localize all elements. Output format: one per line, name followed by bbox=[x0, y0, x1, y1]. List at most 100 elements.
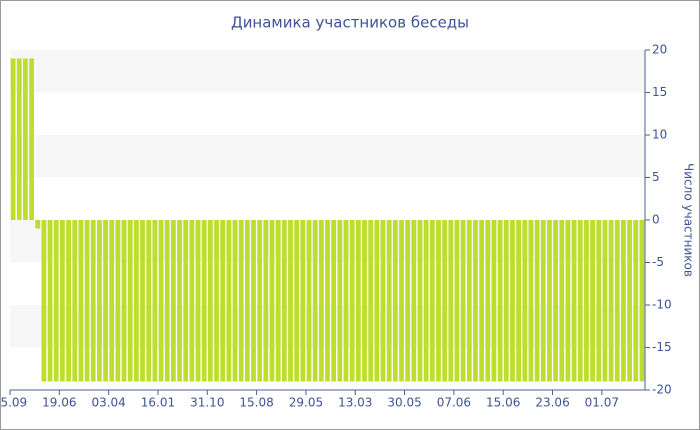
y-axis-label: Число участников bbox=[682, 163, 696, 277]
bar bbox=[47, 220, 53, 382]
bar bbox=[466, 220, 472, 382]
x-tick-label: 19.06 bbox=[42, 396, 76, 410]
bar bbox=[633, 220, 639, 382]
bar bbox=[405, 220, 411, 382]
bar bbox=[331, 220, 337, 382]
y-tick-label: -10 bbox=[652, 298, 672, 312]
bar bbox=[288, 220, 293, 382]
bar bbox=[590, 220, 595, 382]
bar bbox=[423, 220, 429, 382]
x-tick-label: 23.06 bbox=[535, 396, 569, 410]
bar bbox=[201, 220, 207, 382]
bar bbox=[608, 220, 614, 382]
bar bbox=[442, 220, 448, 382]
bar bbox=[109, 220, 115, 382]
bar bbox=[386, 220, 392, 382]
bar bbox=[281, 220, 287, 382]
bar bbox=[53, 220, 59, 382]
bar bbox=[454, 220, 460, 382]
bar bbox=[528, 220, 534, 382]
bar bbox=[417, 220, 423, 382]
x-tick-label: 15.06 bbox=[486, 396, 520, 410]
bar bbox=[510, 220, 515, 382]
bar bbox=[553, 220, 558, 382]
bar bbox=[497, 220, 503, 382]
bar bbox=[349, 220, 355, 382]
bar bbox=[584, 220, 589, 382]
bar bbox=[639, 220, 645, 382]
bar bbox=[522, 220, 528, 382]
bar bbox=[503, 220, 509, 382]
bar bbox=[479, 220, 485, 382]
bar bbox=[411, 220, 417, 382]
bar bbox=[16, 58, 22, 220]
bar bbox=[78, 220, 84, 382]
bar bbox=[134, 220, 139, 382]
bar bbox=[343, 220, 349, 382]
bar bbox=[614, 220, 620, 382]
bar bbox=[448, 220, 454, 382]
x-tick-label: 16.01 bbox=[141, 396, 175, 410]
bar bbox=[540, 220, 546, 382]
bar bbox=[627, 220, 632, 382]
bar bbox=[97, 220, 102, 382]
bar bbox=[362, 220, 367, 382]
y-tick-label: 10 bbox=[652, 128, 667, 142]
bar bbox=[244, 220, 250, 382]
bar bbox=[23, 58, 28, 220]
bar bbox=[473, 220, 478, 382]
bar bbox=[380, 220, 386, 382]
x-tick-label: 01.07 bbox=[585, 396, 619, 410]
bar bbox=[121, 220, 127, 382]
bar bbox=[103, 220, 108, 382]
bar bbox=[516, 220, 521, 382]
bar bbox=[436, 220, 441, 382]
bar bbox=[195, 220, 201, 382]
bar bbox=[257, 220, 263, 382]
y-tick-label: 5 bbox=[652, 170, 660, 184]
bar bbox=[571, 220, 577, 382]
bar bbox=[300, 220, 306, 382]
chart-title: Динамика участников беседы bbox=[231, 14, 469, 32]
y-tick-label: -15 bbox=[652, 340, 672, 354]
bar bbox=[140, 220, 145, 382]
y-tick-label: -20 bbox=[652, 383, 672, 397]
bar bbox=[29, 58, 34, 220]
x-tick-label: 31.10 bbox=[190, 396, 224, 410]
bar bbox=[485, 220, 491, 382]
x-tick-label: 07.06 bbox=[437, 396, 471, 410]
bar bbox=[35, 220, 41, 229]
bar bbox=[189, 220, 195, 382]
bar bbox=[577, 220, 583, 382]
bar bbox=[559, 220, 565, 382]
bar bbox=[306, 220, 312, 382]
bar bbox=[294, 220, 300, 382]
bar bbox=[214, 220, 219, 382]
bar bbox=[374, 220, 380, 382]
bar bbox=[207, 220, 213, 382]
x-tick-label: 03.04 bbox=[91, 396, 125, 410]
bar bbox=[263, 220, 269, 382]
x-tick-label: 13.03 bbox=[338, 396, 372, 410]
bar bbox=[460, 220, 466, 382]
bar bbox=[269, 220, 275, 382]
bar bbox=[318, 220, 324, 382]
bar bbox=[547, 220, 552, 382]
bar bbox=[183, 220, 189, 382]
x-tick-label: 29.05 bbox=[289, 396, 323, 410]
bar bbox=[275, 220, 281, 382]
bar bbox=[90, 220, 96, 382]
bar bbox=[238, 220, 244, 382]
bar bbox=[66, 220, 71, 382]
bar bbox=[325, 220, 330, 382]
bar bbox=[355, 220, 361, 382]
bar bbox=[10, 58, 16, 220]
bar bbox=[84, 220, 90, 382]
y-tick-label: 20 bbox=[652, 43, 667, 57]
bar bbox=[621, 220, 626, 382]
bar bbox=[220, 220, 226, 382]
bar bbox=[534, 220, 540, 382]
bar bbox=[429, 220, 435, 382]
bar bbox=[312, 220, 318, 382]
